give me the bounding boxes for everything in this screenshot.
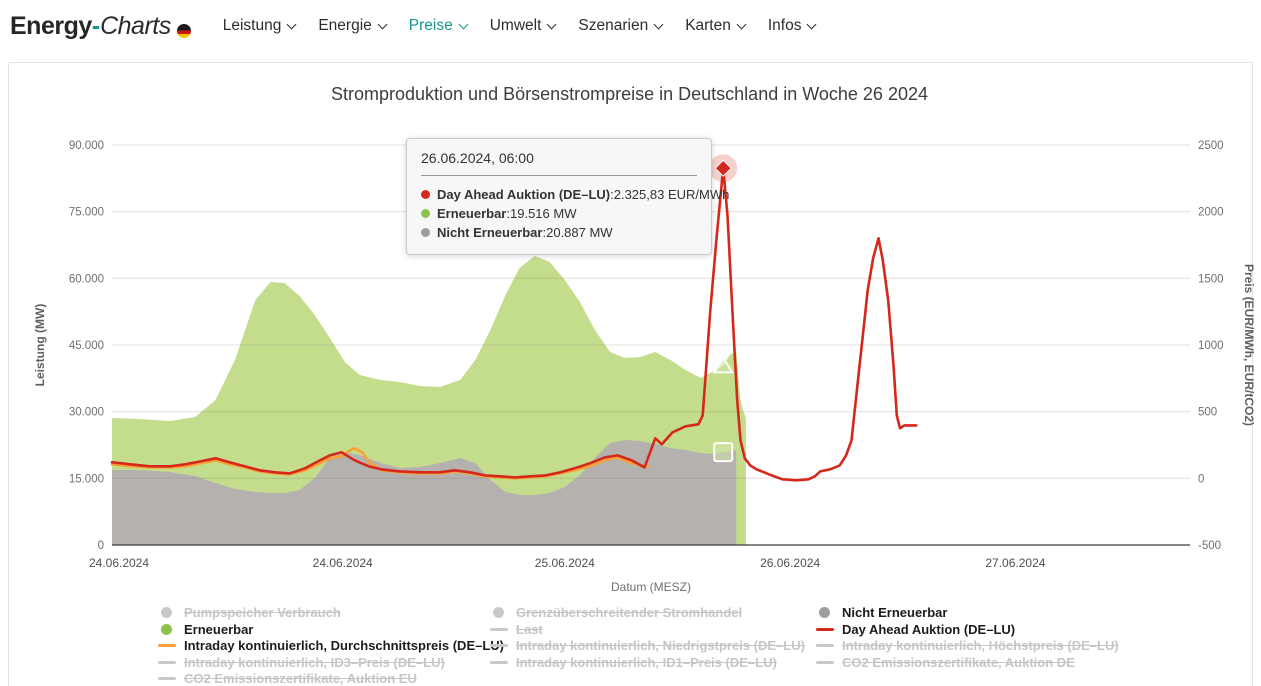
nav-item-umwelt[interactable]: Umwelt: [490, 17, 557, 35]
legend-item[interactable]: Pumpspeicher Verbrauch: [158, 605, 504, 620]
chevron-down-icon: [286, 19, 297, 30]
series-dot-erneuerbar: [421, 209, 430, 218]
legend-line-icon: [158, 644, 184, 647]
tooltip-separator: :: [506, 206, 510, 221]
german-flag-icon: [176, 24, 191, 38]
legend-circle-icon: [490, 607, 516, 618]
legend-label: CO2 Emissionszertifikate, Auktion EU: [184, 671, 417, 686]
chevron-down-icon: [458, 19, 469, 30]
legend-column-1: Pumpspeicher Verbrauch Erneuerbar Intraday…: [158, 605, 504, 686]
tooltip-label: Nicht Erneuerbar: [437, 225, 543, 240]
legend-item[interactable]: Last: [490, 621, 805, 637]
legend-item[interactable]: CO2 Emissionszertifikate, Auktion DE: [816, 654, 1119, 670]
legend-item[interactable]: Intraday kontinuierlich, ID3–Preis (DE–L…: [158, 654, 504, 670]
legend-item[interactable]: Intraday kontinuierlich, Höchstpreis (DE…: [816, 638, 1119, 653]
legend-label: Last: [516, 621, 543, 637]
legend-column-2: Grenzüberschreitender Stromhandel Last Int…: [490, 605, 805, 670]
legend-item[interactable]: Intraday kontinuierlich, Durchschnittspr…: [158, 638, 504, 653]
chevron-down-icon: [377, 19, 388, 30]
tooltip-timestamp: 26.06.2024, 06:00: [421, 150, 534, 166]
legend-label: Intraday kontinuierlich, ID3–Preis (DE–L…: [184, 654, 445, 670]
chevron-down-icon: [546, 19, 557, 30]
tooltip-separator: :: [542, 225, 547, 240]
tooltip-value: 20.887 MW: [546, 225, 613, 240]
chart-title: Stromproduktion und Börsenstrompreise in…: [330, 84, 928, 104]
energy-charts-logo[interactable]: Energy - Charts: [10, 12, 191, 41]
chevron-down-icon: [736, 19, 747, 30]
legend-label: Day Ahead Auktion (DE–LU): [842, 621, 1016, 637]
legend-column-3: Nicht Erneuerbar Day Ahead Auktion (DE–LU…: [816, 605, 1119, 670]
legend-circle-icon: [816, 607, 842, 618]
legend-line-icon: [816, 627, 842, 631]
tooltip-value: 19.516 MW: [510, 206, 577, 221]
tooltip-separator: :: [610, 187, 614, 202]
legend-circle-icon: [158, 607, 184, 618]
series-dot-nicht-erneuerbar: [421, 228, 430, 237]
tooltip-row-erneuerbar: Erneuerbar : 19.516 MW: [421, 204, 697, 223]
legend-label: CO2 Emissionszertifikate, Auktion DE: [842, 654, 1075, 670]
legend-item[interactable]: Day Ahead Auktion (DE–LU): [816, 621, 1119, 637]
nav-item-karten[interactable]: Karten: [685, 17, 747, 35]
legend-label: Erneuerbar: [184, 621, 254, 637]
logo-text-italic: Charts: [100, 11, 171, 40]
nav-item-szenarien[interactable]: Szenarien: [578, 17, 664, 35]
legend-circle-icon: [158, 623, 184, 635]
tooltip-row-dayahead: Day Ahead Auktion (DE–LU) : 2.325,83 EUR…: [421, 185, 729, 204]
legend-item[interactable]: CO2 Emissionszertifikate, Auktion EU: [158, 671, 504, 686]
main-nav: Leistung Energie Preise Umwelt Szenarien Kart…: [223, 17, 817, 35]
legend-line-icon: [816, 660, 842, 664]
series-dot-dayahead: [421, 190, 430, 199]
chevron-down-icon: [807, 19, 817, 30]
legend-item[interactable]: Intraday kontinuierlich, ID1–Preis (DE–L…: [490, 654, 805, 670]
tooltip-label: Day Ahead Auktion (DE–LU): [437, 187, 611, 202]
nav-item-infos[interactable]: Infos: [768, 17, 817, 35]
logo-hyphen: -: [91, 11, 101, 40]
legend-item[interactable]: Intraday kontinuierlich, Niedrigstpreis …: [490, 638, 805, 653]
legend-label: Intraday kontinuierlich, ID1–Preis (DE–L…: [516, 654, 777, 670]
legend-line-icon: [490, 627, 516, 631]
chart-tooltip: 26.06.2024, 06:00 Day Ahead Auktion (DE–…: [406, 138, 729, 255]
logo-text-bold: Energy: [10, 11, 92, 40]
chevron-down-icon: [653, 19, 664, 30]
tooltip-row-nicht-erneuerbar: Nicht Erneuerbar : 20.887 MW: [421, 223, 697, 242]
nav-item-preise[interactable]: Preise: [409, 17, 469, 35]
legend-label: Pumpspeicher Verbrauch: [184, 605, 341, 620]
legend-label: Nicht Erneuerbar: [842, 605, 948, 620]
tooltip-value: 2.325,83 EUR/MWh: [613, 187, 730, 202]
tooltip-label: Erneuerbar: [437, 206, 507, 221]
legend-item[interactable]: Grenzüberschreitender Stromhandel: [490, 605, 805, 620]
legend-line-icon: [490, 660, 516, 664]
legend-label: Intraday kontinuierlich, Durchschnittspr…: [184, 638, 504, 653]
nav-item-energie[interactable]: Energie: [318, 17, 388, 35]
legend-line-icon: [490, 644, 516, 647]
legend-label: Grenzüberschreitender Stromhandel: [516, 605, 743, 620]
legend-line-icon: [816, 644, 842, 647]
legend-item[interactable]: Nicht Erneuerbar: [816, 605, 1119, 620]
legend-item[interactable]: Erneuerbar: [158, 621, 504, 637]
legend-line-icon: [158, 677, 184, 680]
legend-line-icon: [158, 660, 184, 664]
nav-item-leistung[interactable]: Leistung: [223, 17, 297, 35]
legend-label: Intraday kontinuierlich, Höchstpreis (DE…: [842, 638, 1119, 653]
tooltip-divider: [421, 175, 697, 176]
legend-label: Intraday kontinuierlich, Niedrigstpreis …: [516, 638, 805, 653]
top-navigation-bar: Energy - Charts Leistung Energie Preise Umwel…: [0, 0, 1261, 52]
